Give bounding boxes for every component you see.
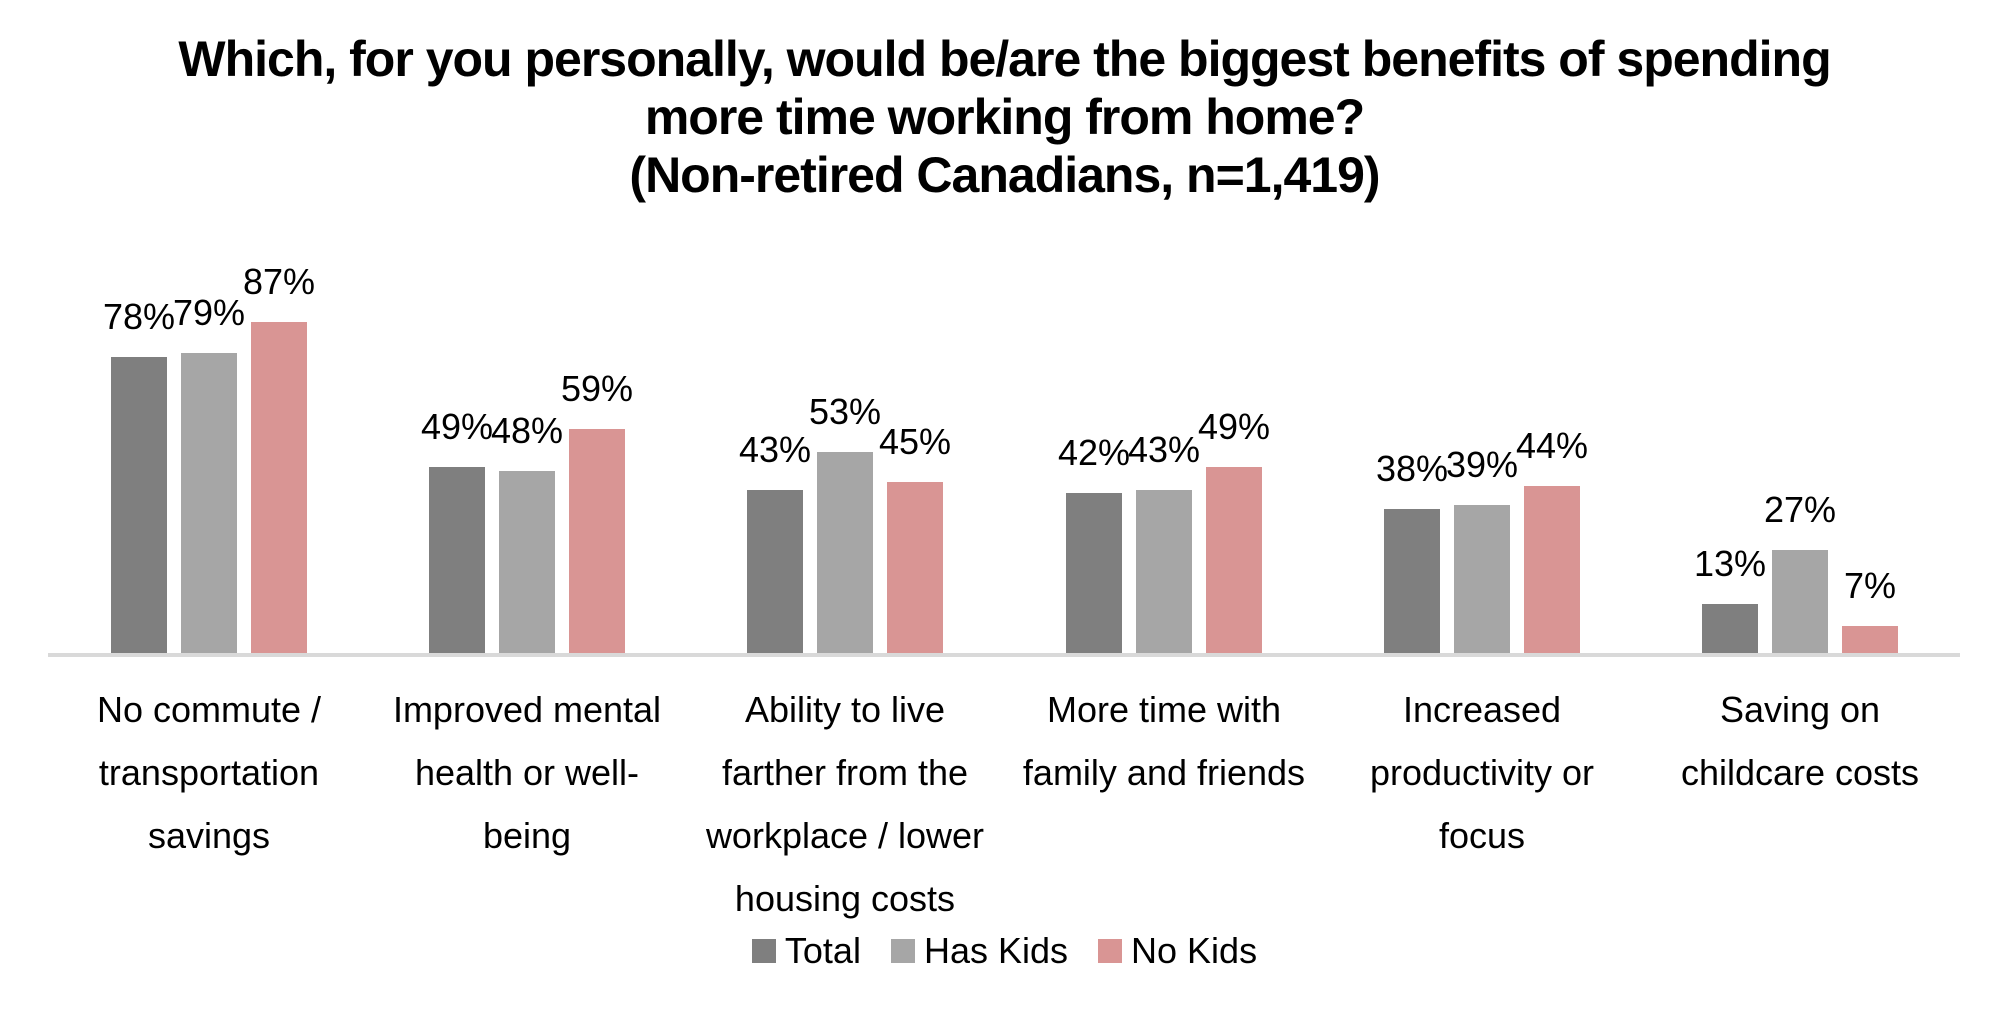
legend-label-has-kids: Has Kids bbox=[923, 930, 1069, 971]
category-label-6: Saving on childcare costs bbox=[1630, 678, 1970, 804]
chart-title: Which, for you personally, would be/are … bbox=[0, 30, 2009, 204]
data-label-no-kids-6: 7% bbox=[1843, 565, 1897, 606]
data-label-has-kids-6: 27% bbox=[1763, 489, 1837, 530]
bar-has-kids-2 bbox=[499, 471, 555, 653]
data-label-has-kids-5: 39% bbox=[1445, 444, 1519, 485]
bar-no-kids-4 bbox=[1206, 467, 1262, 653]
category-label-line: transportation bbox=[98, 752, 320, 793]
category-label-line: workplace / lower bbox=[705, 815, 985, 856]
legend-swatch-has-kids bbox=[890, 939, 915, 963]
data-label-total-3: 43% bbox=[738, 429, 812, 470]
bar-has-kids-5 bbox=[1454, 505, 1510, 653]
data-label-no-kids-1: 87% bbox=[242, 261, 316, 302]
x-axis-line bbox=[48, 653, 1960, 657]
legend-item-total: Total bbox=[751, 930, 861, 972]
category-label-line: More time with bbox=[1046, 689, 1282, 730]
legend-label-no-kids: No Kids bbox=[1131, 930, 1258, 971]
data-label-total-6: 13% bbox=[1693, 543, 1767, 584]
bar-has-kids-3 bbox=[817, 452, 873, 653]
data-label-no-kids-5: 44% bbox=[1515, 425, 1589, 466]
bar-no-kids-3 bbox=[887, 482, 943, 653]
bar-no-kids-2 bbox=[569, 429, 625, 653]
chart-title-line-3: (Non-retired Canadians, n=1,419) bbox=[629, 147, 1380, 203]
category-label-line: being bbox=[482, 815, 572, 856]
bar-total-2 bbox=[429, 467, 485, 653]
data-label-has-kids-2: 48% bbox=[490, 410, 564, 451]
bar-total-3 bbox=[747, 490, 803, 653]
data-label-total-2: 49% bbox=[420, 406, 494, 447]
data-label-has-kids-3: 53% bbox=[808, 391, 882, 432]
bar-no-kids-6 bbox=[1842, 626, 1898, 653]
category-label-5: Increased productivity or focus bbox=[1312, 678, 1652, 867]
data-label-total-4: 42% bbox=[1057, 432, 1131, 473]
data-label-has-kids-1: 79% bbox=[172, 292, 246, 333]
chart-title-line-2: more time working from home? bbox=[644, 89, 1365, 145]
category-label-line: productivity or bbox=[1369, 752, 1595, 793]
category-label-line: focus bbox=[1438, 815, 1526, 856]
category-label-4: More time with family and friends bbox=[994, 678, 1334, 804]
bar-no-kids-5 bbox=[1524, 486, 1580, 653]
bar-has-kids-1 bbox=[181, 353, 237, 653]
bar-total-1 bbox=[111, 357, 167, 653]
bar-has-kids-4 bbox=[1136, 490, 1192, 653]
category-label-2: Improved mental health or well-being bbox=[357, 678, 697, 867]
category-label-line: Increased bbox=[1402, 689, 1562, 730]
legend-swatch-total bbox=[751, 939, 776, 963]
category-label-line: Ability to live bbox=[744, 689, 946, 730]
category-label-line: farther from the bbox=[721, 752, 969, 793]
data-label-no-kids-2: 59% bbox=[560, 368, 634, 409]
legend-swatch-no-kids bbox=[1098, 939, 1123, 963]
category-label-line: Improved mental bbox=[392, 689, 662, 730]
legend-item-has-kids: Has Kids bbox=[890, 930, 1069, 972]
bar-total-5 bbox=[1384, 509, 1440, 653]
data-label-total-5: 38% bbox=[1375, 448, 1449, 489]
category-label-line: Saving on bbox=[1719, 689, 1881, 730]
category-label-line: family and friends bbox=[1022, 752, 1306, 793]
bar-has-kids-6 bbox=[1772, 550, 1828, 653]
data-label-no-kids-4: 49% bbox=[1197, 406, 1271, 447]
data-label-has-kids-4: 43% bbox=[1127, 429, 1201, 470]
data-label-no-kids-3: 45% bbox=[878, 421, 952, 462]
bar-no-kids-1 bbox=[251, 322, 307, 653]
legend-label-total: Total bbox=[784, 930, 861, 971]
bar-total-4 bbox=[1066, 493, 1122, 653]
category-label-line: childcare costs bbox=[1680, 752, 1920, 793]
category-label-1: No commute / transportation savings bbox=[39, 678, 379, 867]
category-label-line: housing costs bbox=[734, 878, 956, 919]
data-label-total-1: 78% bbox=[102, 296, 176, 337]
bar-total-6 bbox=[1702, 604, 1758, 653]
chart-title-line-1: Which, for you personally, would be/are … bbox=[178, 31, 1831, 87]
legend: Total Has Kids No Kids bbox=[0, 930, 2009, 972]
plot-area: 78% 49% 43% 42% 38% 13% 79% 48% 53% 43% 39% 27% 87% 5… bbox=[102, 261, 1898, 653]
category-label-line: No commute / bbox=[96, 689, 322, 730]
category-label-line: health or well- bbox=[414, 752, 640, 793]
legend-item-no-kids: No Kids bbox=[1098, 930, 1257, 972]
category-label-line: savings bbox=[147, 815, 271, 856]
category-label-3: Ability to live farther from the workplace… bbox=[675, 678, 1015, 930]
